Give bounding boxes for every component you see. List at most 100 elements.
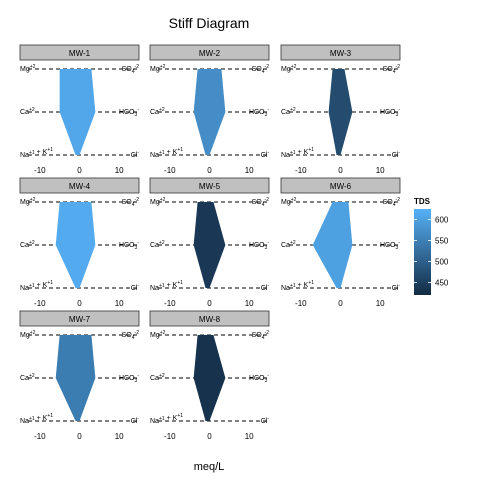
stiff-polygon bbox=[193, 335, 226, 421]
panel-strip-label: MW-1 bbox=[69, 49, 91, 58]
anion-label: SO4-2 bbox=[252, 64, 270, 75]
x-tick-label: 10 bbox=[115, 166, 124, 175]
panel-mw-7: MW-7 Mg+2 Ca+2 Na+1 + K+1 SO4-2 HCO3- Cl- -10 0 1… bbox=[19, 310, 140, 441]
x-tick-label: -10 bbox=[295, 166, 307, 175]
anion-label: SO4-2 bbox=[122, 64, 140, 75]
legend-colorbar bbox=[414, 209, 431, 295]
panel-mw-2: MW-2 Mg+2 Ca+2 Na+1 + K+1 SO4-2 HCO3- Cl- -10 0 1… bbox=[149, 44, 270, 175]
x-tick-label: -10 bbox=[34, 299, 46, 308]
x-tick-label: -10 bbox=[34, 432, 46, 441]
anion-label: SO4-2 bbox=[383, 197, 401, 208]
cation-label: Ca+2 bbox=[150, 373, 165, 382]
chart-title: Stiff Diagram bbox=[169, 15, 250, 31]
panel-strip-label: MW-6 bbox=[330, 182, 352, 191]
stiff-polygon bbox=[59, 69, 96, 155]
panel-mw-6: MW-6 Mg+2 Ca+2 Na+1 + K+1 SO4-2 HCO3- Cl- -10 0 1… bbox=[280, 177, 401, 308]
panel-strip bbox=[280, 177, 401, 194]
legend-title: TDS bbox=[414, 197, 431, 206]
cation-label: Mg+2 bbox=[281, 197, 297, 206]
anion-label: Cl- bbox=[131, 283, 140, 292]
x-tick-label: 0 bbox=[77, 299, 82, 308]
cation-label: Mg+2 bbox=[20, 197, 36, 206]
stiff-polygon bbox=[55, 335, 96, 421]
cation-label: Mg+2 bbox=[20, 330, 36, 339]
cation-label: Mg+2 bbox=[281, 64, 297, 73]
x-tick-label: 10 bbox=[115, 432, 124, 441]
cation-label: Mg+2 bbox=[20, 64, 36, 73]
panel-mw-4: MW-4 Mg+2 Ca+2 Na+1 + K+1 SO4-2 HCO3- Cl- -10 0 1… bbox=[19, 177, 140, 308]
panel-strip bbox=[149, 310, 270, 327]
anion-label: HCO3- bbox=[119, 373, 139, 384]
cation-label: Ca+2 bbox=[20, 107, 35, 116]
anion-label: HCO3- bbox=[249, 373, 269, 384]
panel-strip bbox=[19, 44, 140, 61]
x-tick-label: 0 bbox=[207, 166, 212, 175]
cation-label: Na+1 + K+1 bbox=[281, 147, 314, 159]
x-tick-label: -10 bbox=[164, 299, 176, 308]
anion-label: SO4-2 bbox=[122, 330, 140, 341]
anion-label: SO4-2 bbox=[252, 330, 270, 341]
cation-label: Mg+2 bbox=[150, 197, 166, 206]
x-tick-label: 10 bbox=[245, 166, 254, 175]
legend-tick-label: 500 bbox=[435, 257, 449, 266]
x-tick-label: 10 bbox=[376, 166, 385, 175]
panel-strip-label: MW-5 bbox=[199, 182, 221, 191]
anion-label: Cl- bbox=[261, 416, 270, 425]
panel-mw-1: MW-1 Mg+2 Ca+2 Na+1 + K+1 SO4-2 HCO3- Cl- -10 0 1… bbox=[19, 44, 140, 175]
cation-label: Ca+2 bbox=[150, 107, 165, 116]
cation-label: Na+1 + K+1 bbox=[150, 280, 183, 292]
anion-label: HCO3- bbox=[249, 107, 269, 118]
anion-label: Cl- bbox=[261, 283, 270, 292]
panel-strip bbox=[149, 177, 270, 194]
panel-mw-8: MW-8 Mg+2 Ca+2 Na+1 + K+1 SO4-2 HCO3- Cl- -10 0 1… bbox=[149, 310, 270, 441]
cation-label: Na+1 + K+1 bbox=[150, 413, 183, 425]
panel-mw-3: MW-3 Mg+2 Ca+2 Na+1 + K+1 SO4-2 HCO3- Cl- -10 0 1… bbox=[280, 44, 401, 175]
cation-label: Na+1 + K+1 bbox=[150, 147, 183, 159]
legend-tick-label: 550 bbox=[435, 236, 449, 245]
stiff-polygon bbox=[55, 202, 96, 288]
panel-strip bbox=[19, 177, 140, 194]
cation-label: Na+1 + K+1 bbox=[281, 280, 314, 292]
anion-label: Cl- bbox=[261, 150, 270, 159]
cation-label: Ca+2 bbox=[20, 373, 35, 382]
x-tick-label: 10 bbox=[376, 299, 385, 308]
panel-strip-label: MW-8 bbox=[199, 315, 221, 324]
x-tick-label: 0 bbox=[338, 166, 343, 175]
anion-label: HCO3- bbox=[380, 240, 400, 251]
anion-label: HCO3- bbox=[119, 240, 139, 251]
x-tick-label: -10 bbox=[34, 166, 46, 175]
panel-strip-label: MW-2 bbox=[199, 49, 221, 58]
tds-legend: TDS 450 500 550 600 bbox=[414, 197, 449, 295]
x-tick-label: 10 bbox=[115, 299, 124, 308]
cation-label: Ca+2 bbox=[20, 240, 35, 249]
stiff-polygon bbox=[312, 202, 353, 288]
legend-tick-label: 600 bbox=[435, 215, 449, 224]
x-tick-label: 0 bbox=[338, 299, 343, 308]
stiff-polygon bbox=[193, 69, 226, 155]
x-tick-label: -10 bbox=[164, 166, 176, 175]
x-tick-label: 10 bbox=[245, 432, 254, 441]
stiff-polygon bbox=[328, 69, 353, 155]
x-tick-label: 0 bbox=[77, 166, 82, 175]
legend-tick-label: 450 bbox=[435, 278, 449, 287]
panel-strip bbox=[149, 44, 270, 61]
anion-label: SO4-2 bbox=[122, 197, 140, 208]
panel-strip-label: MW-7 bbox=[69, 315, 91, 324]
panel-strip-label: MW-3 bbox=[330, 49, 352, 58]
anion-label: Cl- bbox=[131, 150, 140, 159]
x-tick-label: -10 bbox=[164, 432, 176, 441]
x-tick-label: 0 bbox=[207, 432, 212, 441]
anion-label: Cl- bbox=[392, 283, 401, 292]
cation-label: Ca+2 bbox=[281, 240, 296, 249]
x-tick-label: 0 bbox=[77, 432, 82, 441]
cation-label: Na+1 + K+1 bbox=[20, 413, 53, 425]
x-axis-label: meq/L bbox=[194, 461, 225, 473]
anion-label: HCO3- bbox=[249, 240, 269, 251]
x-tick-label: -10 bbox=[295, 299, 307, 308]
stiff-polygon bbox=[193, 202, 226, 288]
x-tick-label: 0 bbox=[207, 299, 212, 308]
panel-mw-5: MW-5 Mg+2 Ca+2 Na+1 + K+1 SO4-2 HCO3- Cl- -10 0 1… bbox=[149, 177, 270, 308]
panel-strip bbox=[280, 44, 401, 61]
cation-label: Ca+2 bbox=[281, 107, 296, 116]
anion-label: HCO3- bbox=[119, 107, 139, 118]
